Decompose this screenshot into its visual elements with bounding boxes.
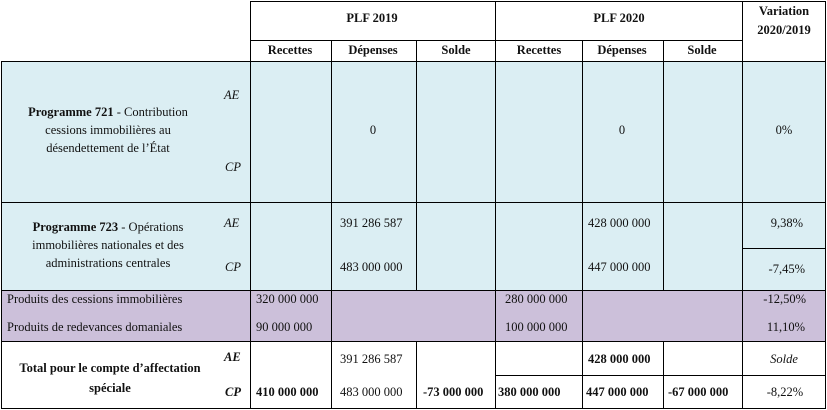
- total-cp-dep2020: 447 000 000: [586, 385, 649, 399]
- prog721-variation: 0%: [775, 123, 793, 137]
- header-variation-line1: Variation: [758, 4, 810, 18]
- produits-redevances-label: Produits de redevances domaniales: [7, 320, 183, 334]
- header-box: [250, 1, 826, 61]
- col-recettes-2019: Recettes: [267, 43, 313, 57]
- prog721-ae-label: AE: [224, 88, 240, 102]
- produits-row-bg: [1, 290, 826, 341]
- total-cp-dep2019: 483 000 000: [340, 385, 403, 399]
- prog721-row-bg: [1, 61, 826, 202]
- prog723-ae-label: AE: [224, 216, 240, 230]
- produits-cessions-variation: -12,50%: [763, 292, 806, 306]
- prog723-row-bg: [1, 202, 826, 290]
- prog723-title-rest: - Opérations: [118, 220, 184, 234]
- header-plf2019: PLF 2019: [346, 11, 398, 25]
- header-plf2020: PLF 2020: [593, 11, 645, 25]
- prog721-line3: désendettement de l’État: [46, 141, 170, 155]
- total-cp-rec2020: 380 000 000: [498, 385, 561, 399]
- prog721-line2: cessions immobilières au: [45, 123, 171, 137]
- prog723-cp-variation: -7,45%: [768, 262, 805, 276]
- prog721-label: Programme 721 - Contribution cessions im…: [8, 103, 208, 157]
- produits-cessions-label: Produits des cessions immobilières: [7, 292, 183, 306]
- total-ae-dep2020: 428 000 000: [588, 352, 651, 366]
- total-ae-label: AE: [224, 350, 241, 364]
- total-cp-solde2019: -73 000 000: [423, 385, 484, 399]
- prog723-cp-dep2020: 447 000 000: [588, 260, 651, 274]
- col-solde-2019: Solde: [441, 43, 471, 57]
- col-solde-2020: Solde: [687, 43, 717, 57]
- prog721-cp-label: CP: [225, 160, 241, 174]
- prog723-title-bold: Programme 723: [32, 220, 119, 234]
- header-variation-line2: 2020/2019: [757, 23, 811, 37]
- col-recettes-2020: Recettes: [516, 43, 562, 57]
- produits-cessions-rec2020: 280 000 000: [505, 292, 568, 306]
- total-cp-solde2020: -67 000 000: [668, 385, 729, 399]
- prog721-dep2019: 0: [369, 123, 377, 137]
- prog723-line3: administrations centrales: [45, 256, 171, 270]
- total-label: Total pour le compte d’affectation spéci…: [4, 358, 216, 398]
- prog723-line2: immobilières nationales et des: [32, 238, 184, 252]
- prog723-ae-variation: 9,38%: [770, 216, 803, 230]
- total-ae-dep2019: 391 286 587: [340, 352, 403, 366]
- prog723-cp-label: CP: [225, 260, 241, 274]
- produits-redevances-variation: 11,10%: [766, 320, 805, 334]
- body-box: [1, 61, 826, 409]
- total-cp-label: CP: [225, 385, 241, 399]
- total-line1: Total pour le compte d’affectation: [19, 361, 201, 375]
- total-ae-variation: Solde: [770, 352, 798, 366]
- produits-redevances-rec2019: 90 000 000: [256, 320, 313, 334]
- col-depenses-2020: Dépenses: [597, 43, 647, 57]
- prog721-title-bold: Programme 721: [28, 105, 114, 119]
- total-cp-variation: -8,22%: [766, 385, 804, 399]
- prog723-ae-dep2019: 391 286 587: [340, 216, 403, 230]
- total-line2: spéciale: [89, 381, 131, 395]
- prog723-ae-dep2020: 428 000 000: [588, 216, 651, 230]
- prog723-label: Programme 723 - Opérations immobilières …: [8, 218, 208, 272]
- produits-cessions-rec2019: 320 000 000: [256, 292, 319, 306]
- prog721-title-rest: - Contribution: [113, 105, 188, 119]
- produits-redevances-rec2020: 100 000 000: [505, 320, 568, 334]
- prog723-cp-dep2019: 483 000 000: [340, 260, 403, 274]
- total-cp-rec2019: 410 000 000: [256, 385, 319, 399]
- col-depenses-2019: Dépenses: [348, 43, 398, 57]
- prog721-dep2020: 0: [618, 123, 626, 137]
